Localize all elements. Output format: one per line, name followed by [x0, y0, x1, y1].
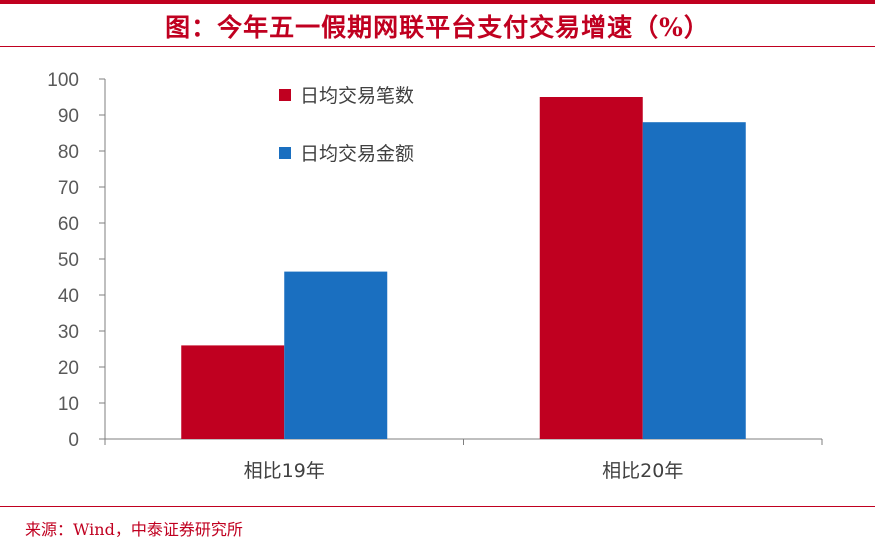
y-tick-label: 40: [58, 286, 79, 307]
bar-2-2: [642, 122, 746, 439]
y-tick-label: 100: [47, 70, 79, 91]
y-tick-label: 0: [68, 430, 79, 451]
y-tick-label: 80: [58, 142, 79, 163]
y-tick-label: 10: [58, 394, 79, 415]
y-axis: 0 10 20 30 40 50 60 70 80 90 100: [47, 70, 106, 451]
y-tick-label: 30: [58, 322, 79, 343]
y-tick-label: 90: [58, 106, 79, 127]
bar-1-1: [181, 345, 285, 439]
x-axis: 相比19年 相比20年: [104, 438, 823, 482]
bar-1-2: [539, 97, 643, 439]
x-category-label: 相比19年: [244, 460, 325, 482]
source-note: 来源：Wind，中泰证券研究所: [25, 520, 243, 539]
chart-title: 图：今年五一假期网联平台支付交易增速（%）: [165, 13, 710, 42]
legend-label: 日均交易笔数: [300, 85, 414, 107]
top-border: [0, 0, 875, 4]
y-tick-label: 60: [58, 214, 79, 235]
legend-swatch: [279, 89, 291, 101]
legend-label: 日均交易金额: [300, 143, 414, 165]
title-divider: [0, 46, 875, 47]
bar-2-1: [284, 271, 388, 439]
y-tick-label: 20: [58, 358, 79, 379]
y-tick-label: 50: [58, 250, 79, 271]
y-tick-label: 70: [58, 178, 79, 199]
x-category-label: 相比20年: [602, 460, 683, 482]
legend-swatch: [279, 147, 291, 159]
bars: [181, 97, 746, 439]
footer-divider: [0, 506, 875, 507]
